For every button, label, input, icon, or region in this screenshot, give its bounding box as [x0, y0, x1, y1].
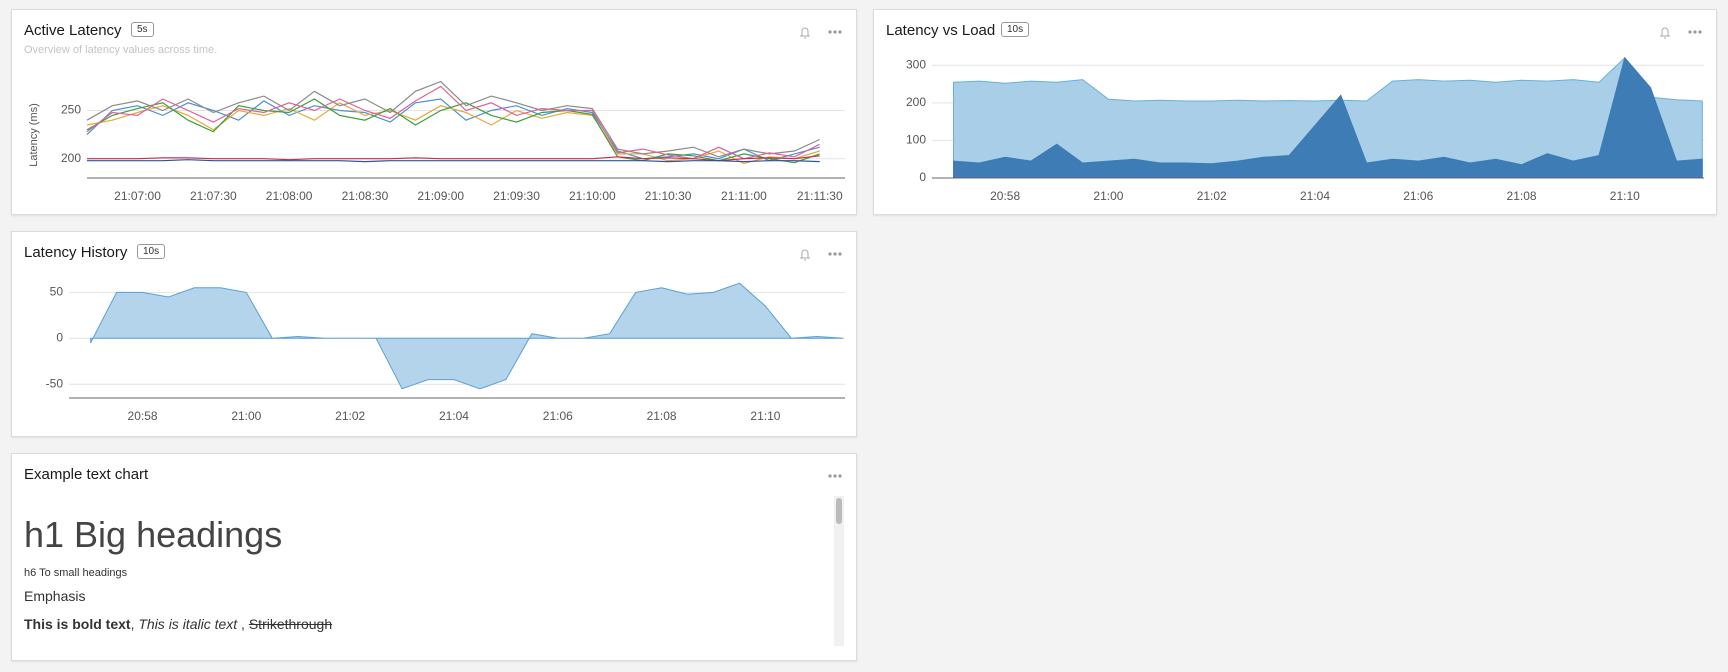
panel: 0 100 200 300 20:58 21:00 21:02 21:04 21:06 21:08…	[873, 9, 1717, 215]
line	[86, 80, 820, 158]
text-segment: This is bold text	[24, 616, 131, 632]
y-tick-label: 200	[61, 151, 81, 165]
panel: Example text chart h1 Big headings h6 To…	[11, 453, 857, 661]
x-tick-label: 21:09:00	[417, 189, 464, 203]
y-tick-label: 300	[906, 57, 926, 71]
badge: 5s	[131, 22, 154, 37]
subtitle: Overview of latency values across time.	[24, 44, 218, 56]
panel-title: Active Latency	[24, 22, 122, 39]
scrollbar[interactable]	[834, 496, 844, 646]
x-tick-label: 20:58	[128, 409, 158, 423]
chart: 0 100 200 300 20:58 21:00 21:02 21:04 21:06 21:08…	[906, 56, 1704, 203]
scroll-thumb[interactable]	[836, 498, 842, 524]
panel-icons	[1660, 27, 1702, 39]
line	[87, 159, 820, 163]
x-tick-label: 21:08	[1507, 189, 1537, 203]
x-tick-label: 21:08:00	[266, 189, 313, 203]
text-segment: ,	[237, 616, 249, 632]
panel-title: Latency vs Load	[886, 22, 996, 39]
x-tick-label: 21:06	[543, 409, 573, 423]
heading-6: h6 To small headings	[24, 567, 128, 579]
badge: 10s	[1001, 22, 1030, 37]
menu-icon[interactable]	[828, 30, 832, 34]
y-tick-label: 0	[56, 330, 63, 344]
x-tick-label: 21:10	[750, 409, 780, 423]
area	[952, 56, 1703, 179]
panel-icons	[800, 27, 842, 39]
area	[90, 282, 844, 390]
x-tick-label: 21:07:00	[114, 189, 161, 203]
text-segment: Strikethrough	[248, 616, 333, 632]
y-tick-label: -50	[46, 376, 64, 390]
x-tick-label: 21:02	[335, 409, 365, 423]
y-tick-label: 250	[61, 103, 81, 117]
panel-title: Example text chart	[24, 466, 149, 483]
x-tick-label: 21:04	[1300, 189, 1330, 203]
panel: 200 250 21:07:00 21:07:30 21:08:00 21:08:30 21…	[11, 9, 857, 215]
x-tick-label: 21:08:30	[342, 189, 389, 203]
x-tick-label: 21:00	[1093, 189, 1123, 203]
x-tick-label: 21:08	[647, 409, 677, 423]
x-tick-label: 20:58	[990, 189, 1020, 203]
menu-icon[interactable]	[828, 474, 832, 478]
x-tick-label: 21:11:00	[721, 189, 767, 203]
menu-icon[interactable]	[1688, 30, 1692, 34]
y-tick-label: 200	[906, 95, 926, 109]
emphasis: Emphasis	[24, 588, 86, 604]
panel-icons	[800, 249, 842, 261]
paragraph: This is bold text, This is italic text ,…	[24, 616, 332, 632]
x-tick-label: 21:02	[1197, 189, 1227, 203]
chart: 200 250 21:07:00 21:07:30 21:08:00 21:08:30 21…	[28, 80, 845, 203]
x-tick-label: 21:10:00	[569, 189, 616, 203]
line	[86, 102, 820, 165]
menu-icon[interactable]	[828, 252, 832, 256]
x-tick-label: 21:10	[1610, 189, 1640, 203]
x-tick-label: 21:04	[439, 409, 469, 423]
line	[86, 85, 820, 160]
text-segment: This is italic text	[138, 616, 238, 632]
y-axis-label: Latency (ms)	[28, 103, 40, 167]
x-tick-label: 21:06	[1403, 189, 1433, 203]
panel-title: Latency History	[24, 244, 128, 261]
y-tick-label: 50	[50, 285, 64, 299]
line	[87, 155, 820, 162]
chart: -50 0 50 20:58 21:00 21:02 21:04 21:06 21:08 21:1…	[46, 282, 845, 423]
panel-icons	[828, 474, 842, 478]
alert-icon[interactable]	[800, 249, 810, 261]
x-tick-label: 21:00	[231, 409, 261, 423]
x-tick-label: 21:09:30	[493, 189, 540, 203]
badge: 10s	[137, 244, 166, 259]
alert-icon[interactable]	[800, 27, 810, 39]
x-tick-label: 21:07:30	[190, 189, 237, 203]
alert-icon[interactable]	[1660, 27, 1670, 39]
y-tick-label: 100	[906, 133, 926, 147]
heading-1: h1 Big headings	[24, 514, 283, 555]
x-tick-label: 21:11:30	[797, 189, 843, 203]
y-tick-label: 0	[919, 170, 926, 184]
x-tick-label: 21:10:30	[645, 189, 692, 203]
panel: -50 0 50 20:58 21:00 21:02 21:04 21:06 21:08 21:1…	[11, 231, 857, 437]
text-segment: ,	[130, 616, 139, 632]
